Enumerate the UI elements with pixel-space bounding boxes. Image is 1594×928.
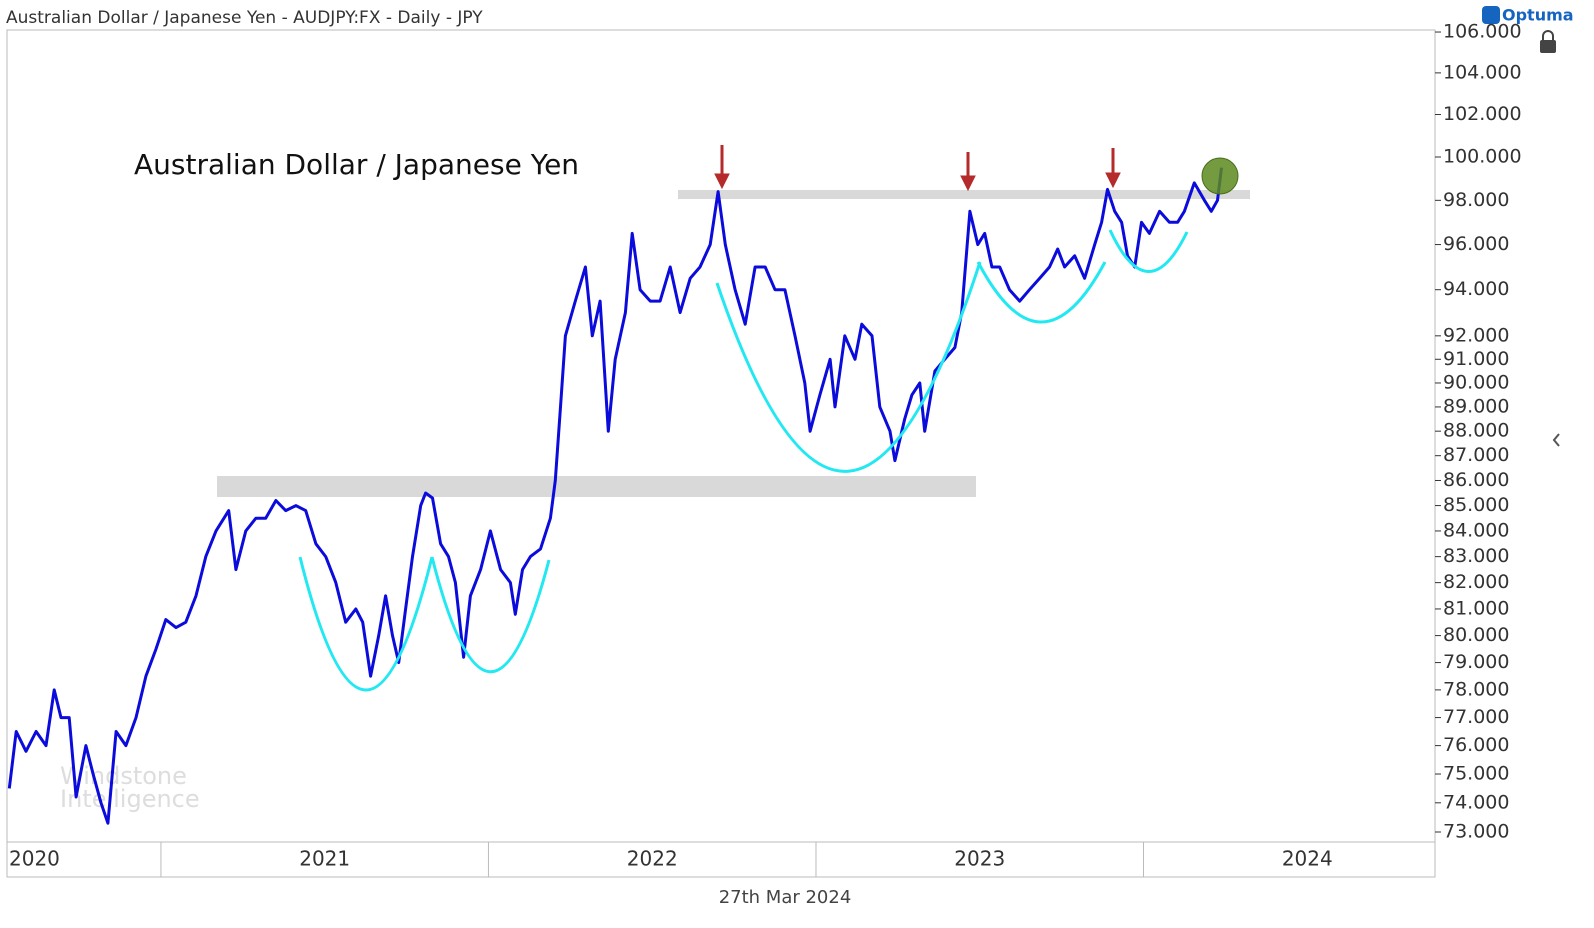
cup-arc xyxy=(1108,229,1189,273)
y-tick-label: 74.000 xyxy=(1443,791,1509,813)
cup-arc xyxy=(715,261,982,473)
y-tick-label: 98.000 xyxy=(1443,189,1509,211)
header-title: Australian Dollar / Japanese Yen - AUDJP… xyxy=(6,8,483,28)
brand-icon xyxy=(1482,6,1500,24)
x-tick-label: 2022 xyxy=(627,847,678,871)
y-tick-label: 75.000 xyxy=(1443,763,1509,785)
cup-arc xyxy=(298,556,434,692)
date-label: 27th Mar 2024 xyxy=(719,887,852,908)
y-tick-label: 102.000 xyxy=(1443,103,1522,125)
y-tick-label: 92.000 xyxy=(1443,324,1509,346)
y-tick-label: 76.000 xyxy=(1443,734,1509,756)
resistance-band xyxy=(217,476,976,497)
arrows xyxy=(714,145,1121,192)
lock-icon[interactable] xyxy=(1540,40,1556,53)
plot-frame xyxy=(6,29,1436,878)
cup-arc xyxy=(976,261,1107,324)
resistance-band xyxy=(678,190,1250,199)
watermark: Intelligence xyxy=(60,785,200,813)
arrow-head xyxy=(1105,172,1121,189)
brand: Optuma xyxy=(1502,6,1574,25)
y-tick-label: 83.000 xyxy=(1443,545,1509,567)
y-tick-label: 104.000 xyxy=(1443,61,1522,83)
y-tick-label: 87.000 xyxy=(1443,444,1509,466)
collapse-toggle[interactable] xyxy=(1552,433,1560,447)
y-tick-label: 82.000 xyxy=(1443,571,1509,593)
y-tick-label: 77.000 xyxy=(1443,706,1509,728)
chart-annotation: Australian Dollar / Japanese Yen xyxy=(134,148,579,181)
y-tick-label: 84.000 xyxy=(1443,519,1509,541)
x-tick-label: 2020 xyxy=(9,847,60,871)
y-tick-label: 106.000 xyxy=(1443,21,1522,43)
highlight-circle xyxy=(1201,157,1239,195)
y-tick-label: 86.000 xyxy=(1443,469,1509,491)
y-tick-label: 85.000 xyxy=(1443,494,1509,516)
arrow-head xyxy=(960,175,976,192)
patterns xyxy=(298,229,1189,692)
y-tick-label: 73.000 xyxy=(1443,820,1509,842)
y-tick-label: 91.000 xyxy=(1443,348,1509,370)
y-tick-label: 88.000 xyxy=(1443,420,1509,442)
y-tick-label: 100.000 xyxy=(1443,145,1522,167)
annotations xyxy=(217,190,1250,497)
y-tick-label: 79.000 xyxy=(1443,651,1509,673)
y-tick-label: 78.000 xyxy=(1443,678,1509,700)
y-tick-label: 81.000 xyxy=(1443,597,1509,619)
price-line xyxy=(7,167,1223,825)
y-tick-label: 96.000 xyxy=(1443,233,1509,255)
x-tick-label: 2023 xyxy=(954,847,1005,871)
y-tick-label: 89.000 xyxy=(1443,395,1509,417)
x-tick-label: 2021 xyxy=(299,847,350,871)
x-tick-label: 2024 xyxy=(1282,847,1333,871)
series-layer xyxy=(7,167,1223,825)
cup-arc xyxy=(430,556,551,674)
y-tick-label: 80.000 xyxy=(1443,624,1509,646)
arrow-head xyxy=(714,173,730,190)
lock-shackle xyxy=(1542,30,1554,40)
y-tick-label: 94.000 xyxy=(1443,278,1509,300)
y-tick-label: 90.000 xyxy=(1443,371,1509,393)
